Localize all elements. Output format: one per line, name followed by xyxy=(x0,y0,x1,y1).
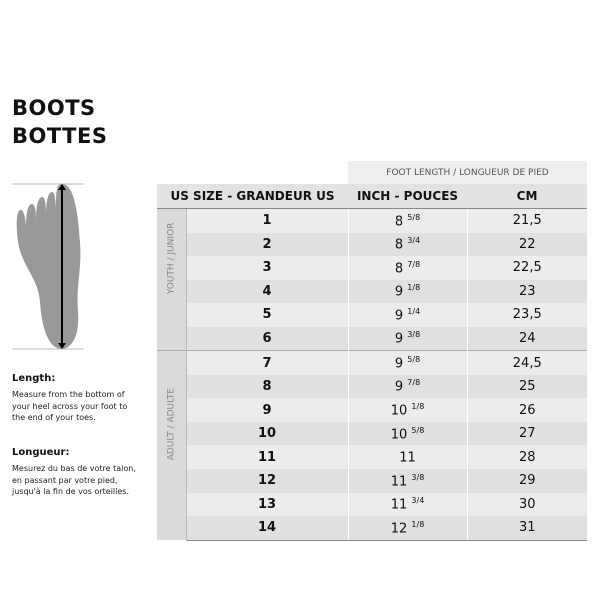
inch-cell: 9 7/8 xyxy=(348,374,468,399)
inch-whole: 8 xyxy=(394,261,404,277)
inch-cell: 11 3/8 xyxy=(348,469,468,493)
inch-cell: 11 3/4 xyxy=(348,492,468,517)
cm-cell: 21,5 xyxy=(467,208,588,233)
length-text: Measure from the bottom of your heel acr… xyxy=(12,390,128,422)
cm-cell: 22,5 xyxy=(467,256,588,280)
size-cell: 13 xyxy=(186,492,349,517)
inch-cell: 8 5/8 xyxy=(348,208,468,233)
cm-cell: 28 xyxy=(467,445,588,470)
inch-fraction: 5/8 xyxy=(407,354,421,364)
size-cell: 8 xyxy=(186,374,349,399)
size-cell: 2 xyxy=(186,232,349,257)
table-row: ADULT / ADULTE 7 9 5/8 24,5 xyxy=(157,350,588,541)
inch-whole: 8 xyxy=(394,237,404,253)
inch-cell: 10 5/8 xyxy=(348,421,468,446)
col-us-size: US SIZE - GRANDEUR US xyxy=(157,184,349,209)
table-row: 11 11 28 xyxy=(157,445,588,470)
inch-whole: 11 xyxy=(390,497,408,513)
inch-fraction: 3/8 xyxy=(407,330,421,340)
inch-whole: 9 xyxy=(394,356,404,372)
size-cell: 7 xyxy=(186,350,349,375)
inch-whole: 9 xyxy=(394,331,404,347)
title-boots: BOOTS xyxy=(12,96,96,120)
cm-cell: 24 xyxy=(467,326,588,351)
size-cell: 6 xyxy=(186,326,349,351)
size-cell: 11 xyxy=(186,445,349,470)
title-bottes: BOTTES xyxy=(12,124,108,148)
cm-cell: 26 xyxy=(467,398,588,422)
cm-cell: 30 xyxy=(467,492,588,517)
group-text: YOUTH / JUNIOR xyxy=(166,222,177,294)
col-cm: CM xyxy=(467,184,588,209)
size-cell: 4 xyxy=(186,279,349,304)
inch-whole: 9 xyxy=(394,379,404,395)
cm-cell: 22 xyxy=(467,232,588,257)
table-row: 9 10 1/8 26 xyxy=(157,398,588,422)
cm-cell: 24,5 xyxy=(467,350,588,375)
cm-cell: 29 xyxy=(467,469,588,493)
inch-fraction: 3/8 xyxy=(411,472,425,482)
length-heading: Length: xyxy=(12,373,56,384)
inch-fraction: 1/8 xyxy=(407,283,421,293)
inch-cell: 9 5/8 xyxy=(348,350,468,375)
inch-cell: 10 1/8 xyxy=(348,398,468,422)
inch-cell: 8 7/8 xyxy=(348,256,468,280)
inch-cell: 8 3/4 xyxy=(348,232,468,257)
longueur-text: Mesurez du bas de votre talon, en passan… xyxy=(12,464,136,496)
inch-cell: 12 1/8 xyxy=(348,516,468,541)
inch-whole: 11 xyxy=(399,450,416,466)
size-cell: 14 xyxy=(186,516,349,541)
inch-fraction: 7/8 xyxy=(407,378,421,388)
inch-cell: 9 1/4 xyxy=(348,303,468,327)
table-row: 13 11 3/4 30 xyxy=(157,492,588,517)
cm-cell: 25 xyxy=(467,374,588,399)
inch-fraction: 1/4 xyxy=(407,306,421,316)
cm-cell: 27 xyxy=(467,421,588,446)
inch-fraction: 1/8 xyxy=(411,519,425,529)
group-label: ADULT / ADULTE xyxy=(157,350,187,541)
foot-length-header: FOOT LENGTH / LONGUEUR DE PIED xyxy=(348,161,587,184)
col-inch: INCH - POUCES xyxy=(348,184,468,209)
group-text: ADULT / ADULTE xyxy=(166,387,177,460)
table-row: YOUTH / JUNIOR 1 8 5/8 21,5 xyxy=(157,208,588,351)
inch-whole: 11 xyxy=(390,473,408,489)
inch-whole: 9 xyxy=(394,284,404,300)
inch-whole: 12 xyxy=(390,521,408,537)
inch-fraction: 5/8 xyxy=(411,425,425,435)
inch-fraction: 7/8 xyxy=(407,259,421,269)
inch-fraction: 1/8 xyxy=(411,401,425,411)
inch-whole: 8 xyxy=(394,213,404,229)
inch-cell: 9 3/8 xyxy=(348,326,468,351)
inch-whole: 9 xyxy=(394,308,404,324)
size-cell: 3 xyxy=(186,256,349,280)
group-label: YOUTH / JUNIOR xyxy=(157,208,187,351)
cm-cell: 31 xyxy=(467,516,588,541)
size-chart-table: US SIZE - GRANDEUR US INCH - POUCES CM Y… xyxy=(157,184,588,541)
size-cell: 12 xyxy=(186,469,349,493)
cm-cell: 23 xyxy=(467,279,588,304)
inch-fraction: 3/4 xyxy=(407,236,421,246)
inch-cell: 11 xyxy=(348,445,468,470)
longueur-heading: Longueur: xyxy=(12,447,70,458)
foot-measurement-icon xyxy=(12,183,84,350)
inch-whole: 10 xyxy=(390,403,408,419)
size-cell: 9 xyxy=(186,398,349,422)
inch-whole: 10 xyxy=(390,426,408,442)
table-row: 10 10 5/8 27 xyxy=(157,421,588,446)
size-cell: 10 xyxy=(186,421,349,446)
size-cell: 1 xyxy=(186,208,349,233)
table-row: 12 11 3/8 29 xyxy=(157,469,588,493)
table-row: 14 12 1/8 31 xyxy=(157,516,588,541)
inch-fraction: 3/4 xyxy=(411,496,425,506)
size-cell: 5 xyxy=(186,303,349,327)
inch-cell: 9 1/8 xyxy=(348,279,468,304)
inch-fraction: 5/8 xyxy=(407,212,421,222)
cm-cell: 23,5 xyxy=(467,303,588,327)
